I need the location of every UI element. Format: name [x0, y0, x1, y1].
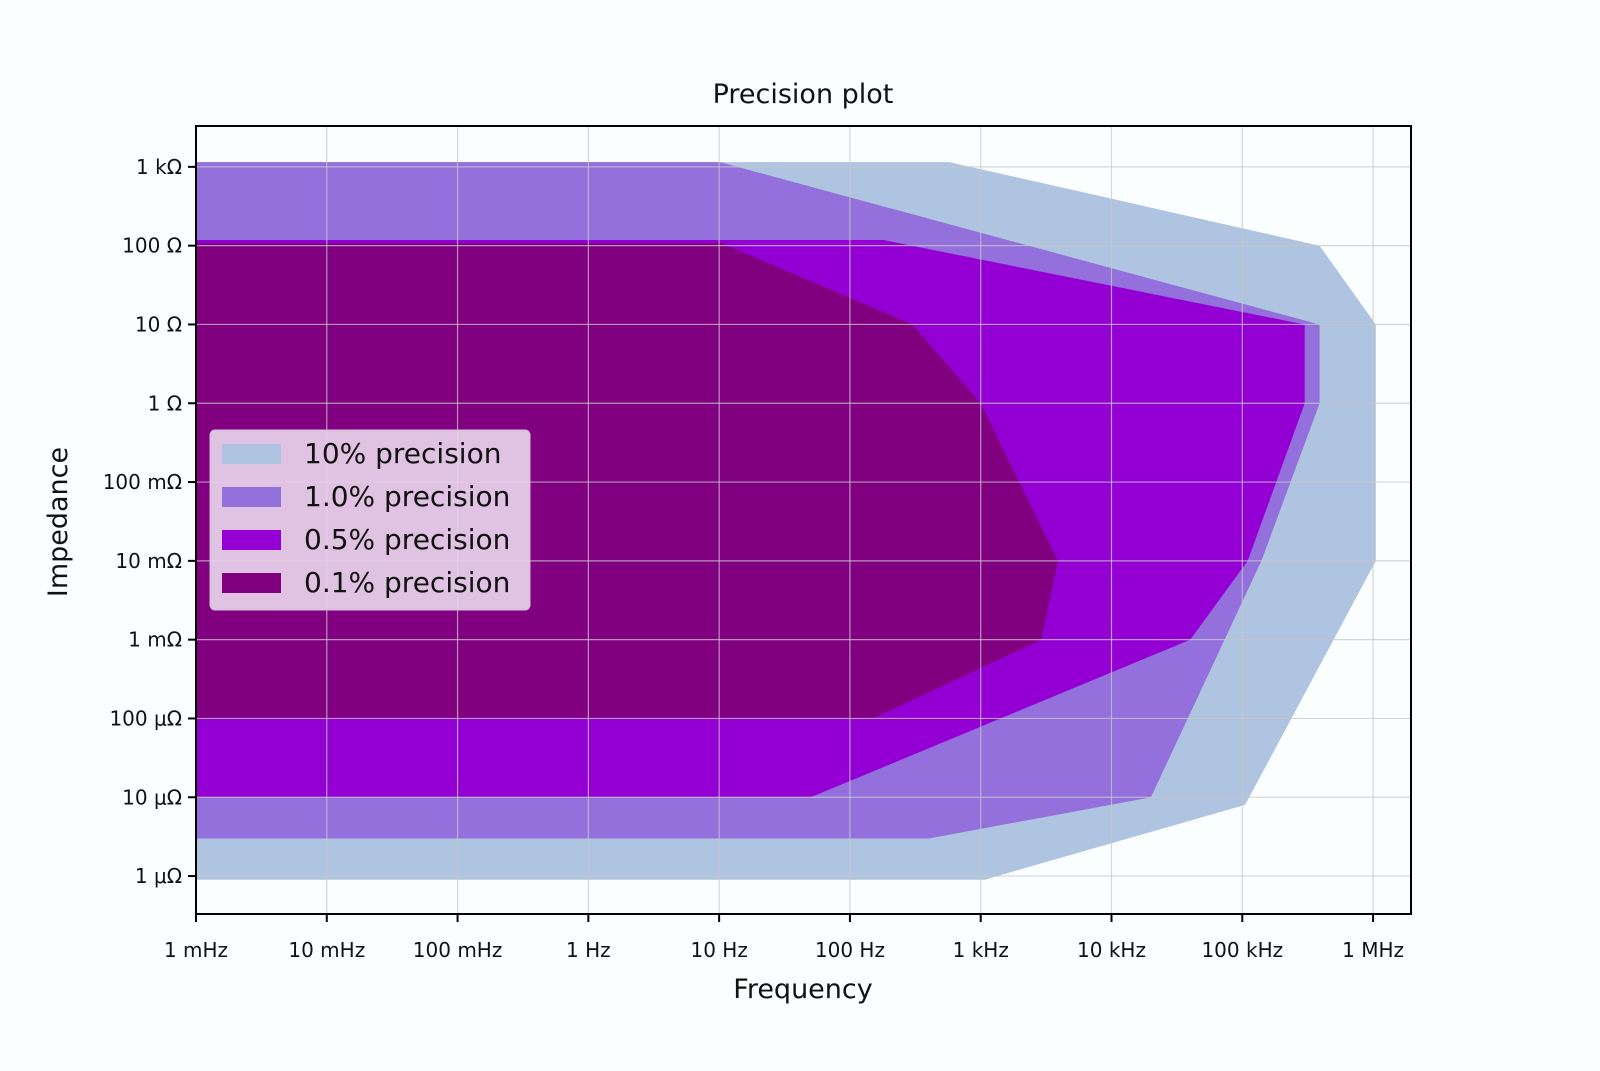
- x-axis-ticks: 1 mHz 10 mHz 100 mHz 1 Hz 10 Hz 100 Hz 1 kHz 10…: [164, 914, 1404, 962]
- legend-label: 0.1% precision: [304, 566, 510, 599]
- x-tick-label: 1 MHz: [1342, 938, 1404, 962]
- y-tick-label: 10 Ω: [135, 312, 182, 336]
- y-tick-label: 1 kΩ: [136, 155, 182, 179]
- x-axis-label: Frequency: [733, 974, 873, 1005]
- plot-frame: [195, 125, 1412, 915]
- y-tick-label: 100 μΩ: [109, 706, 182, 730]
- y-tick-label: 1 Ω: [148, 391, 182, 415]
- legend-swatch: [222, 530, 281, 550]
- y-tick-label: 1 μΩ: [135, 864, 182, 888]
- legend-label: 10% precision: [304, 437, 501, 470]
- y-tick-label: 1 mΩ: [128, 628, 182, 652]
- legend-swatch: [222, 573, 281, 593]
- y-tick-label: 10 μΩ: [122, 785, 182, 809]
- x-tick-label: 10 mHz: [288, 938, 365, 962]
- y-tick-label: 100 Ω: [122, 234, 182, 258]
- legend-swatch: [222, 487, 281, 507]
- x-tick-label: 100 kHz: [1201, 938, 1283, 962]
- x-tick-label: 1 mHz: [164, 938, 228, 962]
- legend-label: 0.5% precision: [304, 523, 510, 556]
- y-tick-label: 10 mΩ: [115, 549, 182, 573]
- chart-title: Precision plot: [713, 79, 894, 110]
- legend-swatch: [222, 444, 281, 464]
- x-tick-label: 1 Hz: [566, 938, 611, 962]
- legend: 10% precision 1.0% precision 0.5% precisio…: [209, 429, 531, 611]
- y-tick-label: 100 mΩ: [103, 470, 182, 494]
- legend-label: 1.0% precision: [304, 480, 510, 513]
- x-tick-label: 10 Hz: [690, 938, 747, 962]
- x-tick-label: 1 kHz: [953, 938, 1009, 962]
- x-tick-label: 100 mHz: [413, 938, 503, 962]
- y-axis-ticks: 1 kΩ 100 Ω 10 Ω 1 Ω 100 mΩ 10 mΩ 1 mΩ 100 μΩ 10 …: [103, 155, 196, 888]
- legend-box: [209, 429, 531, 611]
- x-tick-label: 100 Hz: [815, 938, 885, 962]
- y-axis-label: Impedance: [43, 447, 74, 597]
- precision-areas: [196, 162, 1376, 880]
- x-tick-label: 10 kHz: [1077, 938, 1146, 962]
